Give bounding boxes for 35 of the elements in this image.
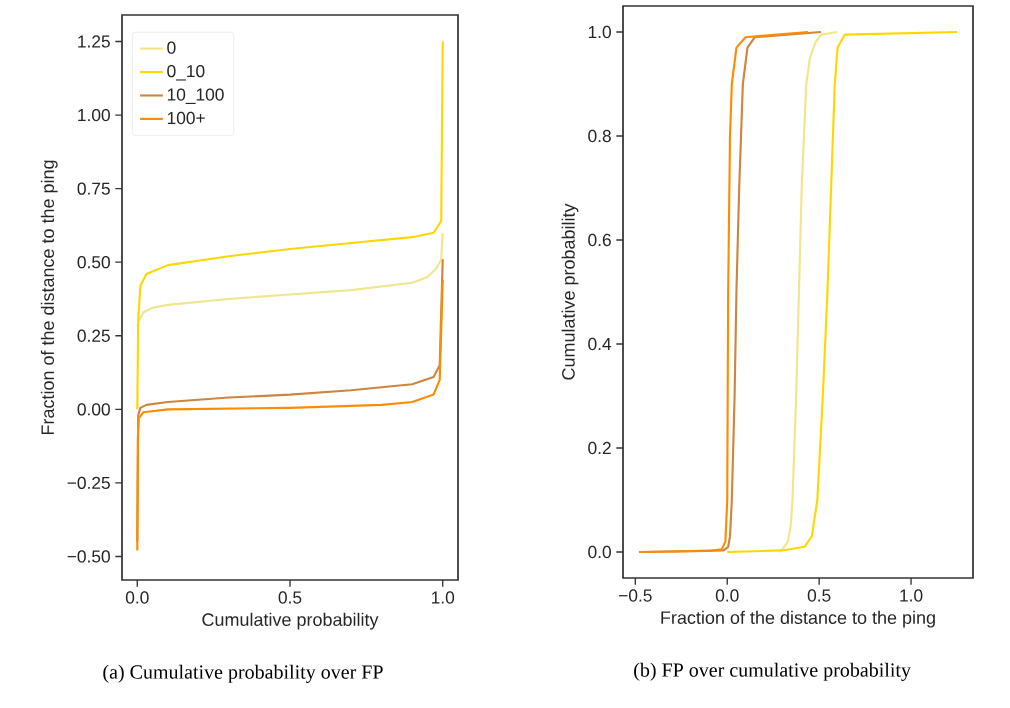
x-tick-label: 0.0 <box>715 589 739 602</box>
x-tick-label: 1.0 <box>900 589 923 602</box>
y-tick-label: −0.25 <box>67 476 110 490</box>
y-tick-label: 0.25 <box>77 329 110 342</box>
y-tick-label: 1.25 <box>78 35 110 48</box>
x-tick-label: 0.5 <box>278 591 302 604</box>
legend-label: 100+ <box>167 111 205 125</box>
x-tick-label: −0.5 <box>619 589 652 602</box>
line-series <box>777 30 839 554</box>
x-tick-label: 0.5 <box>807 589 831 602</box>
y-tick-label: 0.00 <box>77 403 110 416</box>
y-tick-label: 0.8 <box>588 129 611 143</box>
y-tick-label: 0.2 <box>588 441 611 455</box>
line-series <box>136 231 444 328</box>
x-tick-label: 0.0 <box>125 591 149 604</box>
y-tick-label: 0.50 <box>77 256 110 269</box>
x-axis-title: Cumulative probability <box>202 612 379 630</box>
x-axis-title: Fraction of the distance to the ping <box>661 610 935 628</box>
y-tick-label: 1.0 <box>588 25 611 39</box>
x-tick-label: 1.0 <box>432 591 455 604</box>
y-tick-label: 0.0 <box>588 545 611 559</box>
legend-label: 10_100 <box>167 88 224 104</box>
text: (b) FP over cumulative probability <box>634 662 911 681</box>
line-series <box>726 30 959 554</box>
y-tick-label: 0.75 <box>77 182 110 195</box>
line-series <box>136 40 444 411</box>
y-axis-title: Fraction of the distance to the ping <box>40 160 58 435</box>
y-tick-label: 0.6 <box>588 233 611 247</box>
y-axis-title: Cumulative probability <box>561 203 579 380</box>
y-tick-label: −0.50 <box>67 550 110 563</box>
y-tick-label: 0.4 <box>588 337 612 351</box>
y-tick-label: 1.00 <box>78 108 110 122</box>
legend-label: 0 <box>167 41 176 54</box>
legend-label: 0_10 <box>167 64 205 81</box>
text: (a) Cumulative probability over FP <box>103 664 383 683</box>
